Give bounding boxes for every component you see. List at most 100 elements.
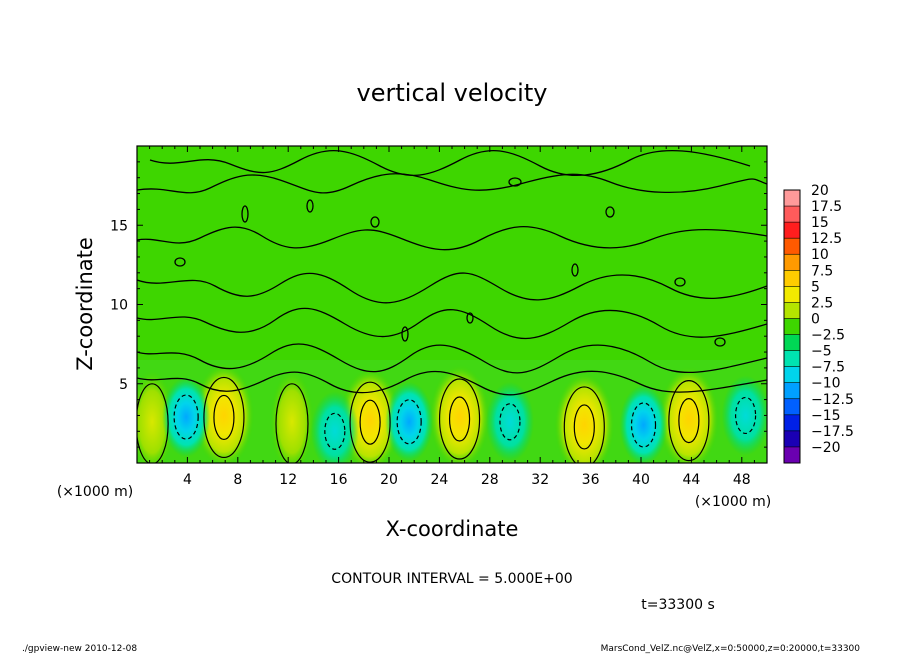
downdraft-cell <box>721 375 767 456</box>
colorbar-label: −12.5 <box>811 392 854 408</box>
updraft-contour-inner <box>213 394 235 441</box>
updraft-cell <box>269 369 314 463</box>
downdraft-contour <box>630 402 657 448</box>
x-tick-label: 44 <box>682 472 700 488</box>
x-axis-label: X-coordinate <box>386 517 519 541</box>
colorbar-swatch <box>784 350 800 367</box>
colorbar-label: −5 <box>811 344 832 360</box>
colorbar-label: 0 <box>811 311 820 327</box>
downdraft-cell <box>385 381 434 462</box>
x-tick-label: 40 <box>632 472 650 488</box>
updraft-contour <box>137 383 169 463</box>
plot-area <box>137 146 767 463</box>
downdraft-contour <box>499 403 521 441</box>
colorbar-label: 10 <box>811 247 829 263</box>
colorbar-swatch <box>784 318 800 335</box>
colorbar-label: −20 <box>811 440 841 456</box>
colorbar-label: 5 <box>811 279 820 295</box>
x-tick-label: 4 <box>183 472 192 488</box>
contour-lines <box>137 149 767 396</box>
colorbar-swatch <box>784 334 800 351</box>
y-tick-label: 5 <box>119 377 128 393</box>
x-axis-ticks: 4 8 12 16 20 24 28 32 36 40 44 48 <box>149 146 755 488</box>
colorbar-swatch <box>784 206 800 223</box>
colorbar-swatch <box>784 238 800 255</box>
contour-loop <box>306 199 314 213</box>
contour-interval-text: CONTOUR INTERVAL = 5.000E+00 <box>331 571 572 587</box>
downdraft-contour <box>734 396 757 435</box>
y-axis-label: Z-coordinate <box>73 237 97 371</box>
contour-loop <box>241 205 249 223</box>
downdraft-contour <box>396 399 422 445</box>
x-tick-label: 12 <box>279 472 297 488</box>
contour-line <box>137 370 767 396</box>
colorbar-swatch <box>784 302 800 319</box>
colorbar-label: 17.5 <box>811 199 842 215</box>
x-tick-label: 48 <box>733 472 751 488</box>
x-tick-label: 28 <box>481 472 499 488</box>
updraft-contour <box>275 383 309 463</box>
downdraft-contour <box>324 412 346 450</box>
colorbar-label: 12.5 <box>811 231 842 247</box>
colorbar-swatch <box>784 398 800 416</box>
updraft-contour-inner <box>573 404 595 450</box>
updraft-contour <box>438 378 481 460</box>
colorbar-label: −17.5 <box>811 424 854 440</box>
updraft-contour-inner <box>448 396 471 442</box>
x-tick-label: 16 <box>330 472 348 488</box>
colorbar-label: −2.5 <box>811 328 845 344</box>
colorbar-swatch <box>784 222 800 239</box>
downdraft-cell <box>619 384 668 463</box>
updraft-cell <box>137 369 175 463</box>
colorbar-label: −7.5 <box>811 360 845 376</box>
colorbar-swatch <box>784 366 800 384</box>
contour-line <box>137 343 767 374</box>
colorbar-swatch <box>784 254 800 271</box>
contour-loop <box>714 337 726 347</box>
updraft-contour <box>668 380 710 462</box>
colorbar-swatch <box>784 286 800 303</box>
x-tick-label: 8 <box>233 472 242 488</box>
x-tick-label: 20 <box>380 472 398 488</box>
colorbar-swatch <box>784 382 800 400</box>
updraft-cell <box>429 365 490 463</box>
contour-line <box>149 149 751 177</box>
colorbar-swatch <box>784 430 800 448</box>
contour-loop <box>605 206 615 218</box>
colorbar-label: 15 <box>811 215 829 231</box>
contour-loop <box>370 216 380 228</box>
x-tick-label: 32 <box>531 472 549 488</box>
x-axis-unit-right: (×1000 m) <box>695 494 771 510</box>
x-tick-label: 36 <box>582 472 600 488</box>
contour-line <box>137 307 767 340</box>
chart-title: vertical velocity <box>357 79 548 107</box>
colorbar-label: 2.5 <box>811 295 833 311</box>
contour-loop <box>674 277 686 287</box>
x-tick-label: 24 <box>430 472 448 488</box>
updraft-contour-inner <box>359 399 381 445</box>
colorbar-label: −10 <box>811 376 841 392</box>
footer-right: MarsCond_VelZ.nc@VelZ,x=0:50000,z=0:2000… <box>601 644 861 654</box>
x-axis-unit-left: (×1000 m) <box>57 484 133 500</box>
colorbar-swatch <box>784 446 800 464</box>
downdraft-cell <box>162 377 211 458</box>
updraft-contour-inner <box>678 398 700 444</box>
colorbar-swatch <box>784 270 800 287</box>
updraft-cell <box>658 366 719 463</box>
cell-contours <box>137 376 757 463</box>
y-tick-label: 10 <box>110 298 128 314</box>
y-tick-label: 15 <box>110 218 128 234</box>
updraft-cell <box>554 372 615 463</box>
updraft-contour <box>203 376 245 459</box>
y-axis-ticks: 5 10 15 <box>110 161 767 448</box>
updraft-contour <box>563 386 605 463</box>
colorbar-swatch <box>784 190 800 207</box>
contour-loop <box>466 312 474 324</box>
contour-loop <box>508 177 522 187</box>
contour-line <box>137 226 767 251</box>
colorbar: 2017.51512.5107.552.50−2.5−5−7.5−10−12.5… <box>783 183 854 464</box>
contour-line <box>137 173 767 194</box>
contour-loop <box>174 257 186 267</box>
downdraft-cell <box>310 391 359 463</box>
